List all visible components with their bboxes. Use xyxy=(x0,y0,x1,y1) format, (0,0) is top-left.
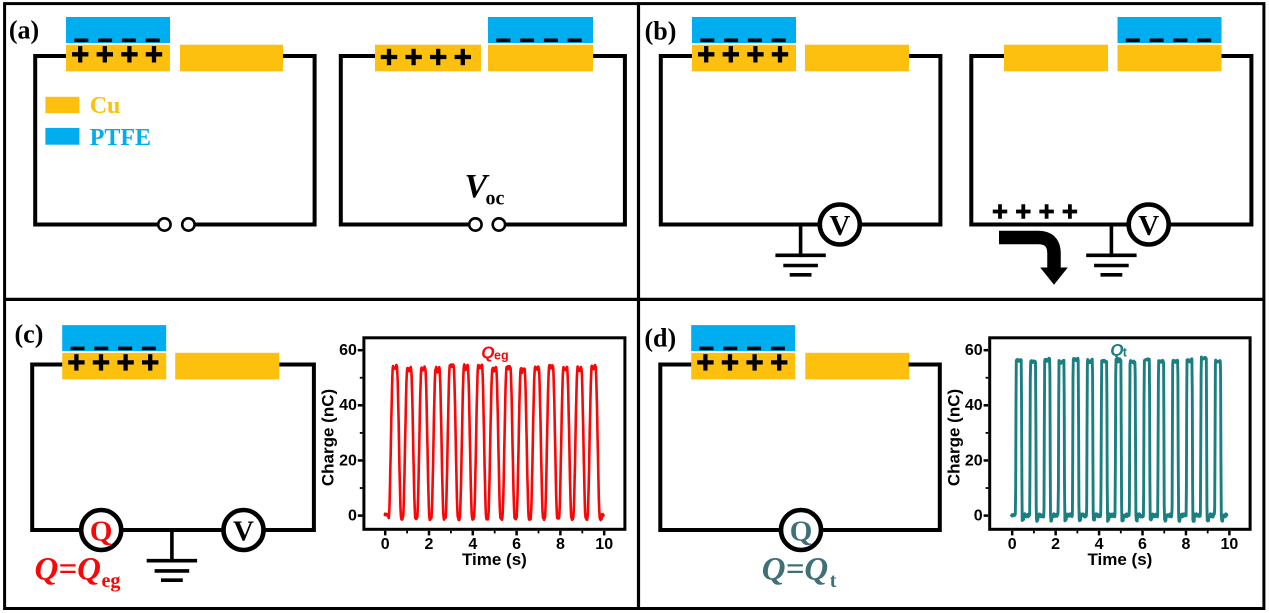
svg-text:V: V xyxy=(1138,210,1159,242)
svg-text:8: 8 xyxy=(1182,536,1191,553)
svg-text:V: V xyxy=(465,168,490,205)
svg-text:0: 0 xyxy=(381,536,390,553)
svg-text:4: 4 xyxy=(468,536,477,553)
svg-text:2: 2 xyxy=(425,536,434,553)
svg-text:Q: Q xyxy=(1110,341,1123,360)
svg-text:6: 6 xyxy=(512,536,521,553)
svg-text:(a): (a) xyxy=(9,15,39,44)
svg-text:20: 20 xyxy=(339,452,357,469)
svg-text:Time (s): Time (s) xyxy=(462,550,527,569)
svg-text:10: 10 xyxy=(595,536,613,553)
svg-text:4: 4 xyxy=(1095,536,1104,553)
svg-text:Q: Q xyxy=(790,515,813,547)
svg-text:40: 40 xyxy=(339,397,357,414)
svg-text:oc: oc xyxy=(486,187,505,209)
svg-text:Q: Q xyxy=(90,515,113,547)
svg-text:2: 2 xyxy=(1051,536,1060,553)
svg-text:(d): (d) xyxy=(644,324,676,353)
svg-text:0: 0 xyxy=(348,507,357,524)
svg-text:Cu: Cu xyxy=(90,93,121,119)
svg-text:8: 8 xyxy=(556,536,565,553)
svg-text:0: 0 xyxy=(974,507,983,524)
svg-text:Time (s): Time (s) xyxy=(1087,550,1152,569)
svg-text:(c): (c) xyxy=(15,320,44,349)
svg-text:V: V xyxy=(233,515,254,547)
svg-text:(b): (b) xyxy=(645,17,677,46)
svg-text:6: 6 xyxy=(1138,536,1147,553)
svg-text:Q: Q xyxy=(481,343,494,362)
svg-text:60: 60 xyxy=(339,342,357,359)
svg-text:20: 20 xyxy=(965,452,983,469)
svg-text:V: V xyxy=(829,210,850,242)
svg-text:Charge (nC): Charge (nC) xyxy=(944,389,963,486)
svg-text:10: 10 xyxy=(1221,536,1239,553)
svg-text:60: 60 xyxy=(965,342,983,359)
svg-text:t: t xyxy=(1123,346,1128,360)
svg-text:Charge (nC): Charge (nC) xyxy=(319,389,338,486)
svg-text:Q=Qt: Q=Qt xyxy=(762,552,837,593)
svg-text:40: 40 xyxy=(965,397,983,414)
svg-text:eg: eg xyxy=(494,348,509,362)
svg-text:0: 0 xyxy=(1008,536,1017,553)
svg-text:PTFE: PTFE xyxy=(90,125,151,151)
